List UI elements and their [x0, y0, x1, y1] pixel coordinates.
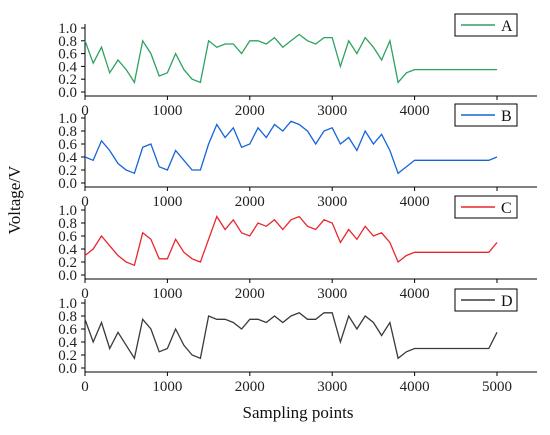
- x-tick-label: 4000: [400, 286, 430, 302]
- legend-label-B: B: [501, 108, 512, 125]
- series-line-D: [84, 312, 498, 360]
- series-line-B: [84, 120, 498, 175]
- y-tick-label: 1.0: [58, 111, 77, 127]
- x-tick-label: 4000: [400, 379, 430, 395]
- panel-A: 0.00.20.40.60.81.0010002000300040005000A: [58, 13, 537, 119]
- x-tick-label: 2000: [235, 194, 265, 210]
- y-tick-label: 0.4: [58, 335, 77, 351]
- y-tick-label: 0.0: [58, 268, 77, 284]
- series-line-C: [84, 215, 498, 267]
- x-tick-label: 3000: [317, 103, 347, 119]
- x-tick-label: 2000: [235, 103, 265, 119]
- x-tick-label: 1000: [152, 103, 182, 119]
- y-tick-label: 0.6: [58, 229, 77, 245]
- y-tick-label: 0.8: [58, 124, 77, 140]
- y-tick-label: 0.0: [58, 85, 77, 101]
- y-tick-label: 0.8: [58, 34, 77, 50]
- x-tick-label: 0: [81, 103, 89, 119]
- x-axis-label: Sampling points: [243, 403, 354, 422]
- y-tick-label: 0.0: [58, 176, 77, 192]
- x-tick-label: 1000: [152, 194, 182, 210]
- y-tick-label: 0.6: [58, 322, 77, 338]
- y-tick-label: 0.2: [58, 72, 77, 88]
- x-tick-label: 1000: [152, 286, 182, 302]
- chart-panels: 0.00.20.40.60.81.0010002000300040005000A…: [58, 13, 537, 395]
- legend-label-C: C: [501, 200, 512, 217]
- legend-label-A: A: [501, 18, 513, 35]
- x-tick-label: 1000: [152, 379, 182, 395]
- y-tick-label: 1.0: [58, 21, 77, 37]
- y-tick-label: 0.0: [58, 361, 77, 377]
- x-tick-label: 5000: [482, 379, 512, 395]
- y-tick-label: 0.2: [58, 255, 77, 271]
- x-tick-label: 3000: [317, 286, 347, 302]
- y-tick-label: 0.4: [58, 242, 77, 258]
- x-tick-label: 4000: [400, 103, 430, 119]
- y-tick-label: 0.6: [58, 47, 77, 63]
- y-tick-label: 0.8: [58, 309, 77, 325]
- panel-C: 0.00.20.40.60.81.0010002000300040005000C: [58, 195, 537, 302]
- x-tick-label: 3000: [317, 379, 347, 395]
- x-tick-label: 4000: [400, 194, 430, 210]
- x-tick-label: 2000: [235, 286, 265, 302]
- x-tick-label: 0: [81, 379, 89, 395]
- y-tick-label: 1.0: [58, 203, 77, 219]
- x-tick-label: 0: [81, 194, 89, 210]
- y-tick-label: 0.2: [58, 348, 77, 364]
- y-tick-label: 0.8: [58, 216, 77, 232]
- y-tick-label: 0.4: [58, 59, 77, 75]
- legend-label-D: D: [501, 293, 513, 310]
- x-tick-label: 3000: [317, 194, 347, 210]
- x-tick-label: 0: [81, 286, 89, 302]
- y-tick-label: 1.0: [58, 296, 77, 312]
- y-axis-label: Voltage/V: [5, 165, 24, 234]
- y-tick-label: 0.4: [58, 150, 77, 166]
- y-tick-label: 0.2: [58, 163, 77, 179]
- y-tick-label: 0.6: [58, 137, 77, 153]
- x-tick-label: 2000: [235, 379, 265, 395]
- series-line-A: [84, 33, 497, 85]
- panel-B: 0.00.20.40.60.81.0010002000300040005000B: [58, 103, 537, 210]
